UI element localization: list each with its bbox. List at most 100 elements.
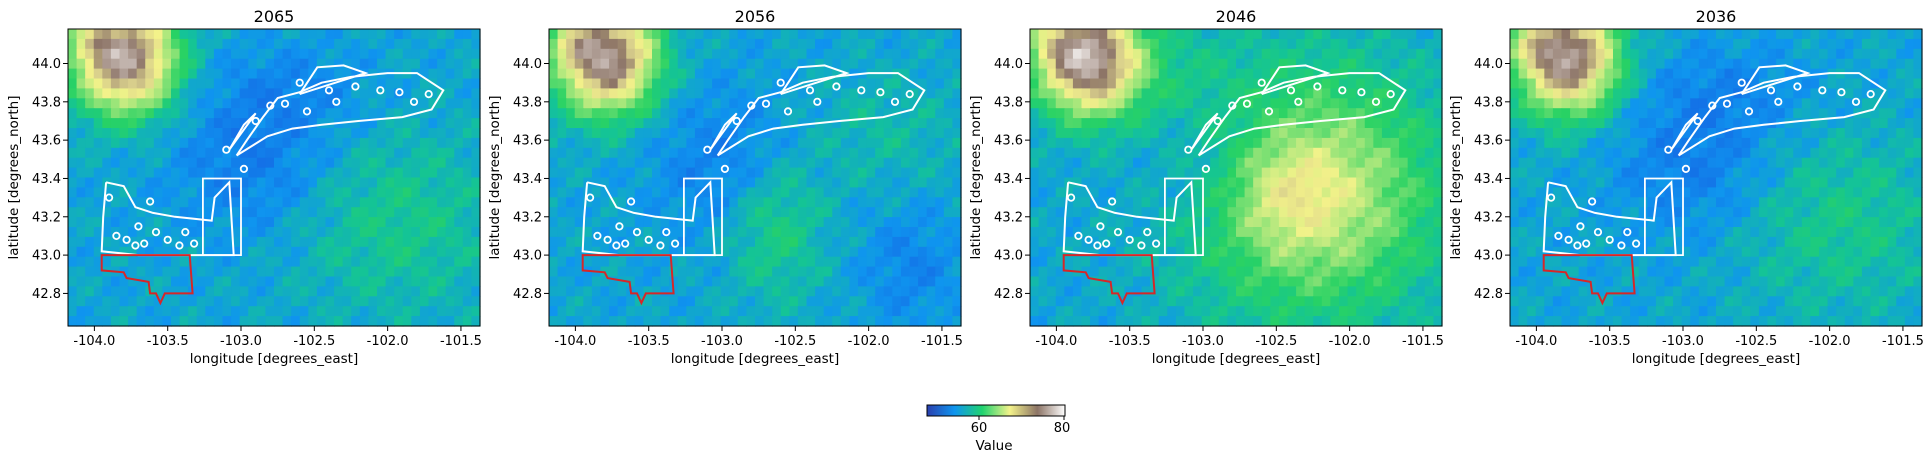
raster-cell xyxy=(93,296,103,307)
raster-cell xyxy=(1578,68,1588,80)
raster-cell xyxy=(1090,246,1100,258)
white-boundary-speck xyxy=(890,97,900,106)
raster-cell xyxy=(239,197,249,208)
raster-cell xyxy=(1381,187,1392,198)
raster-cell xyxy=(729,306,739,317)
raster-cell xyxy=(1150,38,1160,50)
raster-cell xyxy=(660,276,670,287)
raster-cell xyxy=(1072,29,1083,40)
raster-cell xyxy=(445,38,455,50)
raster-cell xyxy=(1150,266,1160,278)
raster-cell xyxy=(128,58,138,70)
raster-cell xyxy=(1330,217,1340,228)
raster-cell xyxy=(437,78,447,89)
raster-cell xyxy=(1055,48,1065,60)
raster-cell xyxy=(1433,177,1443,188)
raster-cell xyxy=(76,227,86,238)
raster-grid xyxy=(68,29,481,327)
raster-cell xyxy=(205,177,215,188)
raster-cell xyxy=(308,29,318,40)
raster-cell xyxy=(377,187,387,198)
white-boundary-speck xyxy=(181,228,190,237)
raster-cell xyxy=(282,197,292,208)
raster-cell xyxy=(1064,167,1074,179)
raster-cell xyxy=(926,266,936,278)
raster-cell xyxy=(213,246,224,258)
raster-cell xyxy=(1227,306,1237,317)
raster-cell xyxy=(1776,58,1786,70)
raster-cell xyxy=(308,157,318,169)
raster-cell xyxy=(1638,78,1648,89)
raster-cell xyxy=(609,227,619,238)
raster-cell xyxy=(600,29,610,40)
raster-cell xyxy=(892,177,902,188)
raster-cell xyxy=(712,227,722,238)
raster-cell xyxy=(213,286,224,297)
raster-cell xyxy=(162,276,172,287)
raster-cell xyxy=(437,236,447,248)
raster-cell xyxy=(316,236,327,248)
y-tick-label: 43.4 xyxy=(994,172,1023,187)
raster-cell xyxy=(1090,217,1100,228)
raster-cell xyxy=(1347,266,1357,278)
raster-cell xyxy=(918,177,928,188)
raster-cell xyxy=(171,128,181,139)
raster-cell xyxy=(1261,236,1271,248)
white-boundary-speck xyxy=(761,99,771,108)
raster-cell xyxy=(351,137,361,149)
raster-cell xyxy=(634,58,645,70)
raster-cell xyxy=(729,197,739,208)
raster-cell xyxy=(1399,167,1409,179)
raster-cell xyxy=(926,167,936,179)
raster-cell xyxy=(1638,88,1648,99)
raster-cell xyxy=(746,227,756,238)
raster-cell xyxy=(351,236,361,248)
raster-cell xyxy=(85,227,95,238)
raster-cell xyxy=(849,217,859,228)
raster-cell xyxy=(1030,108,1040,119)
raster-cell xyxy=(600,227,610,238)
raster-cell xyxy=(1115,316,1126,327)
raster-cell xyxy=(119,58,129,70)
raster-cell xyxy=(1278,256,1289,268)
raster-cell xyxy=(772,98,782,109)
raster-cell xyxy=(926,157,936,169)
raster-cell xyxy=(823,88,833,99)
raster-cell xyxy=(729,227,739,238)
raster-cell xyxy=(694,58,705,70)
raster-cell xyxy=(549,68,559,80)
raster-cell xyxy=(342,108,352,119)
raster-cell xyxy=(119,286,129,297)
raster-cell xyxy=(196,108,206,119)
raster-cell xyxy=(93,118,103,129)
raster-cell xyxy=(102,98,112,109)
raster-cell xyxy=(823,157,833,169)
raster-cell xyxy=(1270,98,1280,109)
raster-cell xyxy=(1330,306,1340,317)
raster-cell xyxy=(1141,88,1151,99)
raster-cell xyxy=(1270,227,1280,238)
raster-cell xyxy=(1510,38,1520,50)
raster-cell xyxy=(806,316,816,327)
raster-cell xyxy=(1724,29,1734,40)
raster-cell xyxy=(926,147,936,159)
raster-cell xyxy=(634,29,645,40)
raster-cell xyxy=(342,316,352,327)
raster-cell xyxy=(1253,256,1263,268)
raster-cell xyxy=(402,227,412,238)
raster-cell xyxy=(411,187,421,198)
raster-cell xyxy=(299,266,309,278)
raster-cell xyxy=(291,108,301,119)
raster-cell xyxy=(1304,227,1314,238)
raster-cell xyxy=(1090,266,1100,278)
raster-cell xyxy=(1270,48,1280,60)
raster-cell xyxy=(643,58,653,70)
raster-cell xyxy=(694,48,705,60)
raster-cell xyxy=(454,108,464,119)
raster-cell xyxy=(394,177,404,188)
raster-cell xyxy=(1072,197,1083,208)
raster-cell xyxy=(780,187,790,198)
raster-cell xyxy=(1210,296,1220,307)
raster-cell xyxy=(1098,128,1108,139)
raster-cell xyxy=(1767,58,1777,70)
